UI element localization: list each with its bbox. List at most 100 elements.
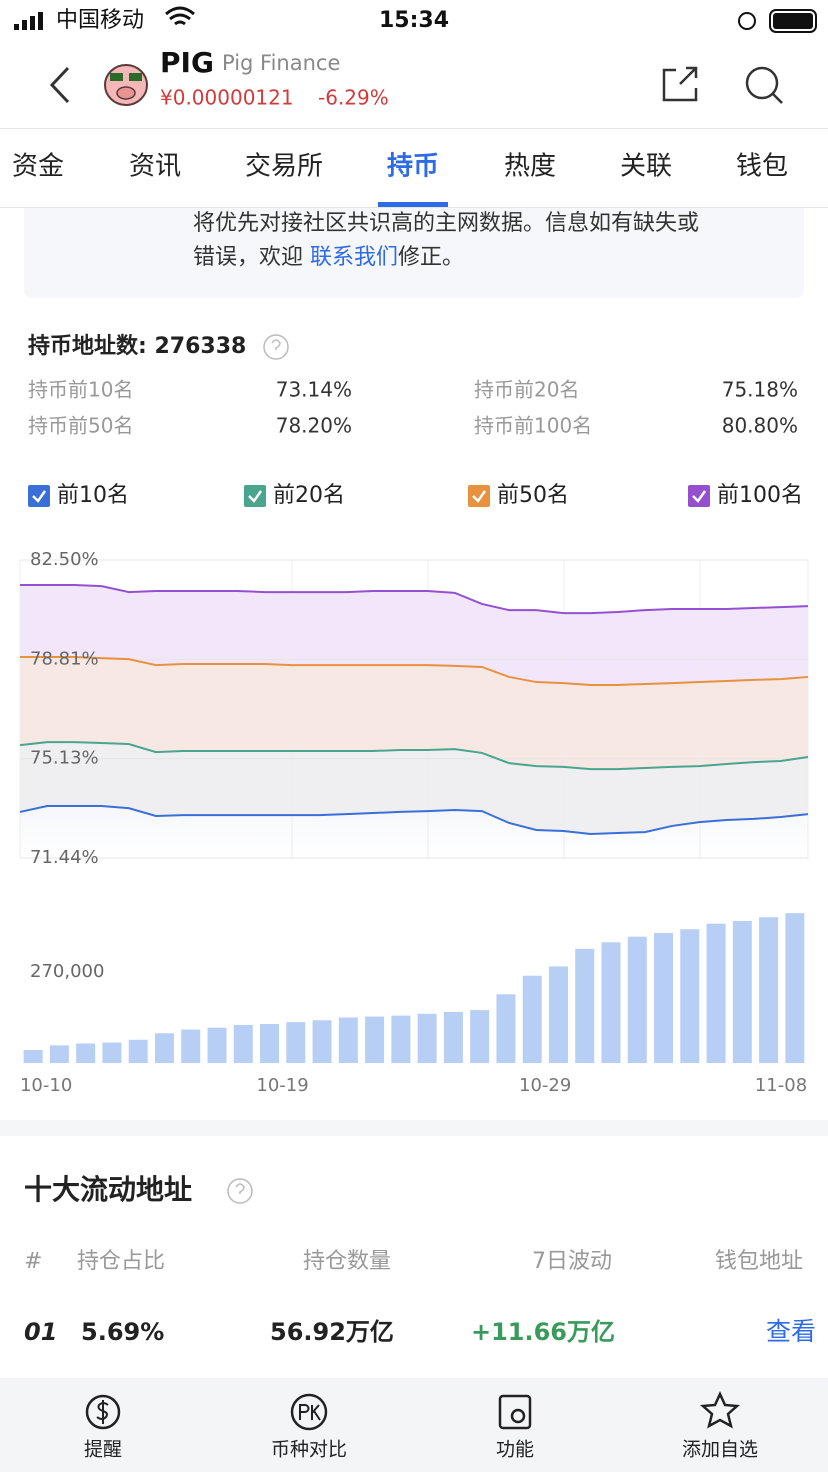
column-header: 钱包地址 [715,1249,803,1274]
tab[interactable]: 资金 [12,152,64,182]
stat-value: 73.14% [276,378,352,402]
bar [706,923,726,1063]
help-glyph [271,339,281,350]
bar [181,1029,201,1063]
holder-count-value: 276338 [154,334,246,359]
y-tick-label: 75.13% [30,748,99,769]
nav-icons [85,1390,741,1431]
signal [22,20,27,30]
y-tick-label: 78.81% [30,648,99,669]
bar [260,1024,280,1063]
legend-check [472,490,487,503]
view-link[interactable]: 查看 [766,1317,816,1346]
stat-label: 持币前20名 [474,378,579,402]
signal [14,24,19,30]
address-table: # 持仓占比 持仓数量 7日波动 钱包地址 01 5.69% 56.92万亿 +11.66万亿 查… [24,1249,816,1346]
column-header: 持仓占比 [77,1249,165,1274]
x-tick-label: 10-29 [519,1075,571,1096]
tab[interactable]: 关联 [620,152,672,182]
bar [732,920,752,1063]
tab[interactable]: 钱包 [736,152,788,182]
bar [312,1020,332,1063]
section-title: 十大流动地址 [24,1173,192,1206]
battery-level [773,13,813,29]
nav-item[interactable]: 功能 [496,1439,534,1461]
bar [49,1045,69,1063]
bar [338,1017,358,1063]
bar [102,1042,122,1063]
bar [128,1039,148,1063]
bar [785,913,805,1063]
help-glyph [235,1183,245,1194]
share-button[interactable] [662,66,698,102]
legend-checkbox[interactable] [688,485,710,507]
holder-count-label: 持币地址数: [28,333,154,359]
notice-box [24,208,804,298]
stat-value: 78.20% [276,414,352,438]
nav-item[interactable]: 提醒 [84,1439,122,1461]
bar [233,1024,253,1063]
price: ¥0.00000121 [160,86,294,110]
signal [38,12,43,30]
line-series [19,804,809,836]
area-fill [20,805,808,858]
carrier: 中国移动 [56,8,144,33]
lock-icon [738,12,756,30]
bar [443,1011,463,1063]
token-name: Pig Finance [222,51,340,75]
notice-text: 错误，欢迎 [193,245,310,270]
line-series [20,655,809,687]
bar [391,1015,411,1063]
contact-link[interactable]: 联系我们 [310,245,398,270]
status-bar: 中国移动 15:34 [14,6,817,33]
tab[interactable]: 热度 [504,152,556,182]
line-series [19,741,809,771]
legend-label: 前20名 [273,483,345,508]
tab[interactable]: 持币 [387,152,439,182]
tab[interactable]: 交易所 [245,152,323,182]
help-icon[interactable] [263,334,289,360]
bar [23,1050,43,1063]
table-cell: 56.92万亿 [270,1318,394,1346]
table-cell: +11.66万亿 [471,1318,615,1346]
token-symbol: PIG [160,46,214,79]
bar [470,1010,490,1063]
y-tick-label: 270,000 [30,961,104,982]
pig-snout [116,86,136,100]
line-series [20,584,809,615]
notice-text: 修正。 [398,245,464,270]
notice-text: 将优先对接社区共识高的主网数据。信息如有缺失或 [193,211,699,236]
search-button[interactable] [745,66,779,100]
bar-chart: 10-10 10-19 10-29 11-08 270,000 [20,913,807,1096]
bar [496,994,516,1063]
table-cell: 01 [24,1318,57,1346]
legend-checkbox[interactable] [468,485,490,507]
bar [759,917,779,1063]
tab[interactable]: 资讯 [129,152,181,182]
legend-checkbox[interactable] [244,485,266,507]
x-tick-label: 10-10 [20,1075,72,1096]
stat-value: 75.18% [722,378,798,402]
legend-check [32,490,47,503]
nav-item[interactable]: 添加自选 [682,1439,758,1461]
token-icon [104,64,148,106]
bar [548,966,568,1063]
bar [286,1022,306,1063]
signal [30,16,35,30]
help-icon[interactable] [227,1178,253,1204]
price-change: -6.29% [318,86,389,110]
bar [76,1043,96,1063]
tab-indicator [378,202,448,207]
clock: 15:34 [379,8,449,33]
legend-checkbox[interactable] [28,485,50,507]
legend-check [248,490,263,503]
tab-bar: 资金 资讯 交易所 持币 热度 关联 钱包 [12,152,788,207]
pig-glasses [110,73,123,81]
compare-icon [290,1393,328,1431]
back-button[interactable] [49,66,70,104]
nav-item[interactable]: 币种对比 [271,1439,347,1461]
y-tick-label: 82.50% [30,549,99,570]
column-header: 持仓数量 [303,1249,391,1274]
table-cell: 5.69% [81,1318,164,1346]
bottom-nav [0,1378,828,1472]
